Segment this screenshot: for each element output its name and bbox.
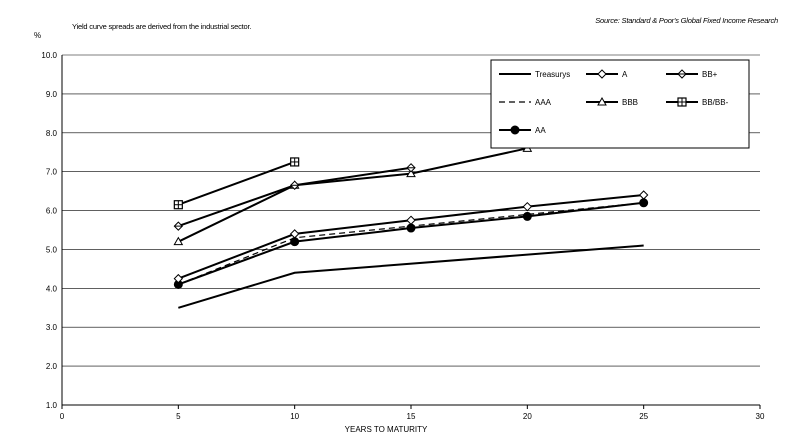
marker-shape: [639, 198, 649, 208]
data-point-aa: [406, 223, 416, 233]
data-point-bb: [173, 221, 184, 231]
y-tick-label: 10.0: [41, 51, 57, 60]
legend-item: Treasurys: [499, 70, 570, 79]
marker-shape: [597, 96, 607, 106]
data-point-a: [522, 201, 533, 212]
marker-shape: [289, 229, 300, 239]
series-line-aaa: [178, 202, 644, 286]
data-point-bb-bb: [290, 157, 300, 167]
data-point-bbb: [173, 236, 184, 246]
marker-shape: [597, 69, 607, 79]
chart-source: Source: Standard & Poor's Global Fixed I…: [595, 16, 778, 25]
legend-label: Treasurys: [535, 70, 570, 79]
legend-marker: [677, 97, 687, 107]
legend-marker: [677, 69, 687, 79]
data-point-a: [173, 273, 184, 284]
legend-label: A: [622, 70, 628, 79]
legend-label: BB/BB-: [702, 98, 729, 107]
y-tick-label: 2.0: [46, 362, 58, 371]
legend-label: AAA: [535, 98, 552, 107]
x-axis-label: YEARS TO MATURITY: [345, 425, 428, 434]
marker-shape: [638, 190, 649, 200]
data-point-bb: [289, 180, 300, 190]
data-point-aa: [290, 237, 300, 247]
x-tick-label: 0: [60, 412, 65, 421]
legend-marker: [510, 125, 520, 135]
legend-label: BBB: [622, 98, 638, 107]
legend-item: BB+: [666, 69, 718, 79]
data-point-bb-bb: [173, 200, 183, 210]
legend-marker: [597, 69, 607, 79]
legend-label: AA: [535, 126, 546, 135]
x-tick-label: 5: [176, 412, 181, 421]
legend-label: BB+: [702, 70, 718, 79]
data-point-aa: [639, 198, 649, 208]
y-tick-label: 3.0: [46, 323, 58, 332]
y-tick-label: 9.0: [46, 90, 58, 99]
legend-item: A: [586, 69, 628, 79]
y-tick-label: 1.0: [46, 401, 58, 410]
data-point-aa: [522, 211, 532, 221]
y-tick-label: 8.0: [46, 129, 58, 138]
data-point-bb: [406, 163, 416, 173]
marker-shape: [290, 237, 300, 247]
marker-shape: [522, 211, 532, 221]
x-tick-label: 30: [756, 412, 765, 421]
series-line-bbb: [177, 147, 528, 243]
data-point-a: [289, 229, 300, 239]
y-axis-label: %: [34, 31, 41, 40]
chart-note: Yield curve spreads are derived from the…: [72, 22, 252, 31]
x-tick-label: 25: [639, 412, 648, 421]
series-line-bb-bb: [177, 161, 296, 206]
legend-marker: [597, 96, 607, 106]
data-point-bbb: [406, 168, 416, 178]
x-tick-label: 20: [523, 412, 532, 421]
series-line-aa: [177, 201, 644, 286]
x-tick-label: 15: [407, 412, 416, 421]
marker-shape: [406, 168, 416, 178]
legend-item: BBB: [586, 96, 638, 107]
data-point-a: [406, 215, 416, 225]
marker-shape: [522, 201, 533, 212]
legend-item: BB/BB-: [666, 97, 729, 107]
y-tick-label: 6.0: [46, 207, 58, 216]
y-tick-label: 5.0: [46, 245, 58, 254]
legend-box: [490, 59, 750, 149]
marker-shape: [406, 215, 416, 225]
y-tick-label: 4.0: [46, 284, 58, 293]
legend-item: AA: [499, 125, 546, 135]
series-line-treasurys: [178, 244, 644, 309]
y-tick-label: 7.0: [46, 168, 58, 177]
marker-shape: [173, 236, 184, 246]
data-point-a: [638, 190, 649, 200]
marker-shape: [510, 125, 520, 135]
x-tick-label: 10: [290, 412, 299, 421]
marker-shape: [173, 273, 184, 284]
marker-shape: [406, 223, 416, 233]
legend-item: AAA: [499, 98, 552, 107]
